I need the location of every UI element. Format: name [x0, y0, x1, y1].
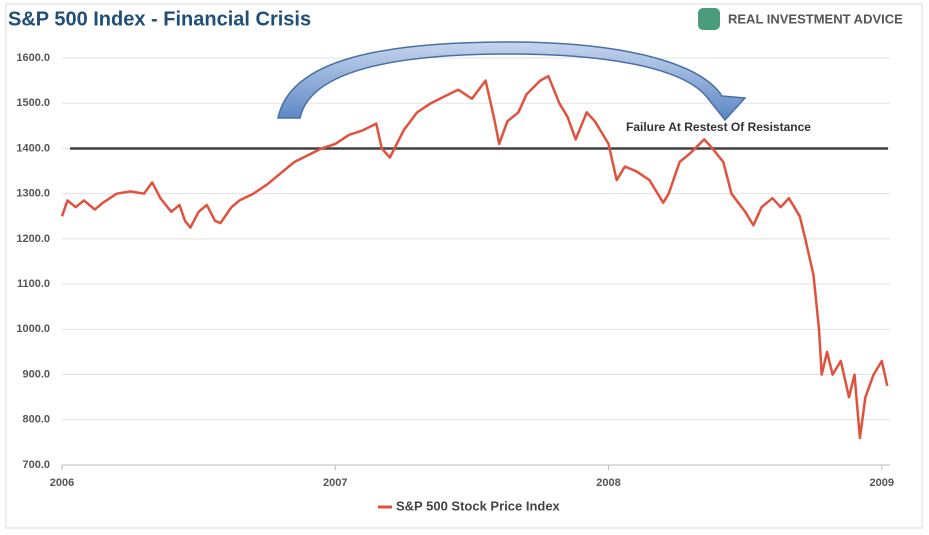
logo: REAL INVESTMENT ADVICE — [728, 11, 903, 26]
y-tick-label: 1600.0 — [16, 52, 50, 64]
y-tick-label: 1300.0 — [16, 188, 50, 200]
annotation: Failure At Restest Of Resistance — [626, 120, 811, 134]
y-tick-label: 900.0 — [22, 368, 50, 380]
y-tick-label: 800.0 — [22, 414, 50, 426]
x-tick-label: 2006 — [50, 477, 74, 489]
y-tick-label: 1500.0 — [16, 97, 50, 109]
y-tick-label: 700.0 — [22, 459, 50, 471]
legend-label: S&P 500 Stock Price Index — [396, 498, 561, 513]
x-tick-label: 2009 — [870, 477, 894, 489]
chart-title: S&P 500 Index - Financial Crisis — [8, 8, 311, 30]
x-tick-label: 2008 — [596, 477, 620, 489]
y-tick-label: 1400.0 — [16, 142, 50, 154]
x-tick-label: 2007 — [323, 477, 347, 489]
frame — [5, 3, 923, 529]
arrow — [277, 41, 747, 122]
y-tick-label: 1200.0 — [16, 233, 50, 245]
logo-icon — [698, 8, 720, 30]
y-tick-label: 1000.0 — [16, 323, 50, 335]
y-tick-label: 1100.0 — [17, 278, 50, 290]
line-series — [60, 74, 889, 440]
